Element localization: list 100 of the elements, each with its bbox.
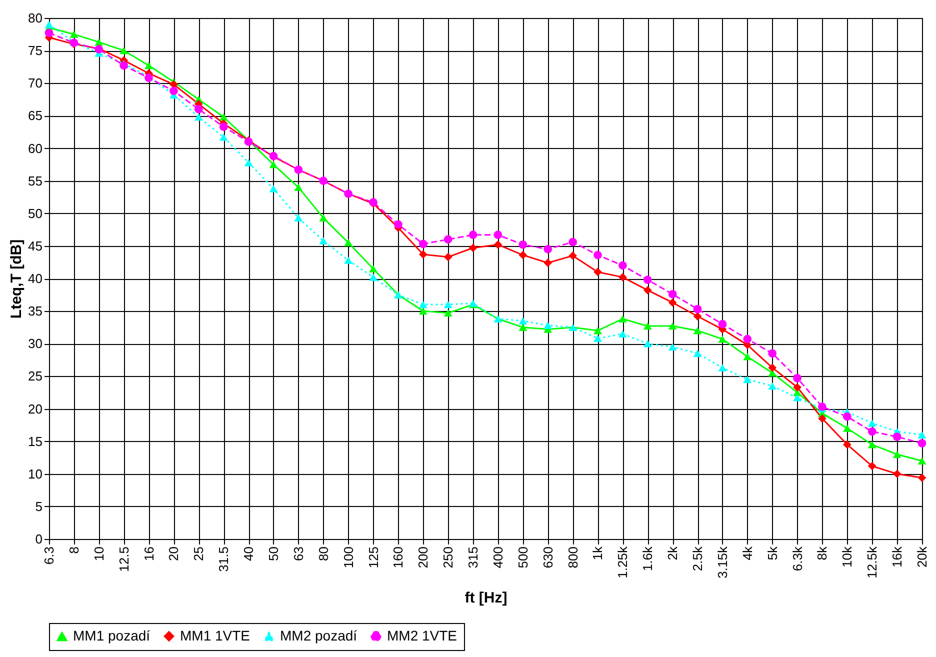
point [494, 240, 502, 249]
point [518, 324, 528, 331]
point [768, 364, 777, 372]
x-tick-label: 5k [764, 546, 780, 560]
point [594, 250, 602, 260]
y-axis-title: Lteq,T [dB] [8, 239, 26, 319]
x-tick-label: 16k [890, 546, 905, 568]
legend-label: MM1 pozadí [73, 628, 150, 644]
x-tick-label: 160 [390, 546, 406, 568]
x-tick-label: 31.5 [216, 546, 232, 572]
x-tick-label: 800 [565, 546, 580, 568]
point [418, 307, 428, 315]
point [294, 214, 303, 222]
point [918, 439, 926, 448]
x-axis-title: ft [Hz] [464, 589, 508, 606]
point [120, 61, 128, 70]
point [643, 286, 652, 294]
point [594, 268, 602, 276]
point [369, 265, 378, 272]
point [918, 474, 926, 482]
y-tick-label: 75 [28, 43, 42, 58]
point [594, 326, 602, 334]
point [868, 462, 876, 470]
point [444, 235, 452, 244]
point [219, 113, 228, 121]
x-tick-label: 1.6k [640, 546, 656, 572]
x-tick-label: 1.25k [615, 546, 630, 578]
point [768, 349, 777, 358]
point [369, 274, 378, 281]
x-tick-label: 25 [191, 546, 206, 561]
y-tick-label: 0 [35, 532, 42, 546]
point [793, 383, 802, 392]
x-tick-label: 400 [490, 546, 506, 568]
point [444, 252, 452, 262]
point [868, 427, 876, 436]
point [693, 304, 702, 314]
y-tick-label: 45 [28, 238, 42, 254]
point [444, 309, 452, 317]
point [544, 258, 552, 268]
point [294, 184, 303, 191]
point [668, 290, 677, 298]
point [219, 122, 228, 131]
point [818, 402, 826, 411]
point [892, 450, 902, 458]
point [868, 419, 876, 427]
x-tick-label: 100 [340, 546, 356, 568]
point [618, 261, 627, 270]
point [718, 335, 727, 343]
x-tick-label: 2.5k [690, 546, 706, 572]
point [194, 113, 203, 121]
point [594, 334, 602, 342]
point [668, 298, 677, 307]
x-tick-label: 10 [91, 546, 106, 561]
x-tick-label: 12.5k [864, 546, 880, 578]
point [70, 30, 78, 38]
y-tick-label: 65 [28, 108, 42, 124]
x-tick-label: 2k [665, 546, 680, 560]
x-tick-label: 63 [290, 546, 306, 561]
point [643, 322, 652, 330]
point [468, 244, 478, 252]
point [219, 134, 228, 141]
point [643, 340, 652, 348]
y-tick-label: 60 [28, 140, 42, 156]
point [344, 239, 352, 246]
x-tick-label: 40 [241, 546, 256, 561]
point [868, 440, 876, 448]
point [743, 334, 752, 344]
point [892, 470, 902, 478]
y-tick-label: 5 [35, 498, 42, 514]
point [44, 28, 54, 38]
point [918, 457, 926, 464]
point [718, 364, 727, 372]
point [319, 237, 328, 244]
point [818, 414, 826, 423]
legend-label: MM2 1VTE [387, 627, 458, 644]
point [668, 322, 677, 330]
point [743, 376, 752, 384]
y-tick-label: 80 [28, 10, 42, 26]
point [643, 276, 652, 284]
y-tick-label: 30 [28, 336, 42, 352]
point [892, 432, 902, 441]
point [269, 185, 278, 192]
point [494, 230, 502, 240]
point [468, 230, 478, 240]
point [842, 440, 852, 449]
x-tick-label: 1k [590, 546, 606, 560]
point [120, 46, 128, 54]
point [544, 322, 552, 330]
point [518, 240, 528, 249]
point [842, 412, 852, 421]
x-tick-label: 6.3k [790, 546, 805, 572]
x-tick-label: 200 [416, 546, 431, 568]
point [743, 353, 752, 360]
point [444, 300, 452, 308]
y-tick-label: 15 [28, 434, 42, 449]
x-tick-label: 500 [515, 546, 530, 568]
x-tick-label: 630 [540, 546, 556, 568]
x-tick-label: 125 [366, 546, 381, 568]
point [170, 86, 178, 96]
x-tick-label: 20 [166, 546, 182, 561]
